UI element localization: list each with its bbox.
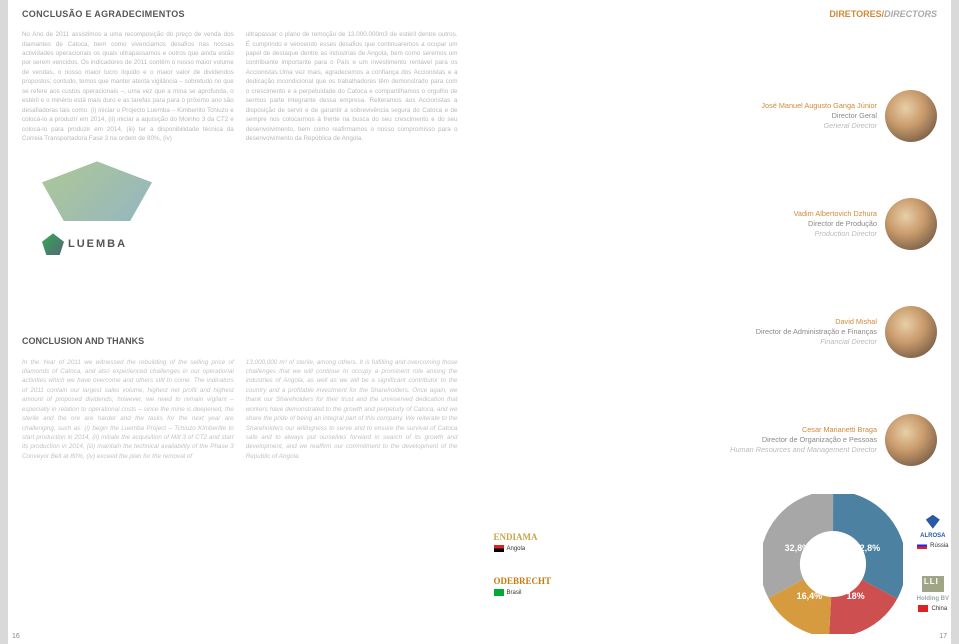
diamond-render-icon: [42, 161, 152, 221]
director-text: David Mishal Director de Administração e…: [756, 317, 877, 347]
director-item: José Manuel Augusto Ganga Júnior Directo…: [502, 90, 938, 142]
flag-angola-icon: [494, 545, 504, 552]
odebrecht-logo-text: ODEBRECHT: [494, 575, 552, 587]
lli-logo-text: Holding BV: [917, 595, 949, 603]
heading-pt: CONCLUSÃO E AGRADECIMENTOS: [22, 8, 458, 20]
country-label: Rússia: [917, 542, 948, 550]
avatar: [885, 414, 937, 466]
donut-segment-label: 16,4%: [797, 590, 823, 602]
avatar: [885, 90, 937, 142]
avatar: [885, 198, 937, 250]
page-number-left: 16: [12, 632, 20, 641]
director-title-en: Human Resources and Management Director: [730, 445, 877, 455]
director-title-pt: Director de Organização e Pessoas: [730, 435, 877, 445]
director-item: Vadim Albertovich Dzhura Director de Pro…: [502, 198, 938, 250]
flag-china-icon: [918, 605, 928, 612]
director-item: Cesar Marianetti Braga Director de Organ…: [502, 414, 938, 466]
heading-directors-pt: DIRETORES/: [829, 9, 884, 19]
director-title-pt: Director Geral: [761, 111, 877, 121]
body-pt: No Ano de 2011 assistimos a uma recompos…: [22, 30, 458, 143]
donut-segment-label: 32,8%: [785, 542, 811, 554]
director-title-pt: Director de Produção: [794, 219, 877, 229]
partners-row: ENDIAMA Angola ODEBRECHT Brasil 32,8%32,…: [494, 494, 950, 634]
body-en: In the Year of 2011 we witnessed the reb…: [22, 358, 458, 462]
luemba-logo: LUEMBA: [42, 233, 127, 255]
flag-russia-icon: [917, 542, 927, 549]
director-title-en: General Director: [761, 121, 877, 131]
ownership-donut-chart: 32,8% 32,8% 18% 16,4%: [763, 494, 903, 634]
director-title-en: Production Director: [794, 229, 877, 239]
directors-list: José Manuel Augusto Ganga Júnior Directo…: [502, 90, 938, 466]
pt-col2: ultrapassar o plano de remoção de 13.000…: [246, 30, 458, 143]
heading-directors-en: DIRECTORS: [884, 9, 937, 19]
director-text: José Manuel Augusto Ganga Júnior Directo…: [761, 101, 877, 131]
director-item: David Mishal Director de Administração e…: [502, 306, 938, 358]
lli-icon: [922, 576, 944, 592]
page-number-right: 17: [939, 632, 947, 641]
country-label: Angola: [494, 545, 526, 553]
avatar: [885, 306, 937, 358]
en-col1: In the Year of 2011 we witnessed the reb…: [22, 358, 234, 462]
director-title-en: Financial Director: [756, 337, 877, 347]
en-col2: 13,000,000 m³ of sterile, among others. …: [246, 358, 458, 462]
donut-svg: [763, 494, 903, 634]
heading-en: CONCLUSION AND THANKS: [22, 335, 458, 347]
director-text: Vadim Albertovich Dzhura Director de Pro…: [794, 209, 877, 239]
country-label: China: [918, 605, 947, 613]
country-label: Brasil: [494, 589, 522, 597]
alrosa-logo-text: ALROSA: [920, 532, 945, 540]
pt-col1: No Ano de 2011 assistimos a uma recompos…: [22, 30, 234, 143]
flag-brazil-icon: [494, 589, 504, 596]
partner-alrosa: ALROSA Rússia: [917, 515, 948, 550]
right-page: DIRETORES/DIRECTORS José Manuel Augusto …: [480, 0, 959, 644]
left-page: CONCLUSÃO E AGRADECIMENTOS No Ano de 201…: [0, 0, 480, 644]
director-name: Cesar Marianetti Braga: [730, 425, 877, 435]
logo-block: LUEMBA: [42, 161, 458, 255]
director-name: David Mishal: [756, 317, 877, 327]
director-name: Vadim Albertovich Dzhura: [794, 209, 877, 219]
partner-odebrecht: ODEBRECHT Brasil: [494, 575, 552, 597]
endiama-logo-text: ENDIAMA: [494, 531, 538, 543]
director-title-pt: Director de Administração e Finanças: [756, 327, 877, 337]
donut-segment-label: 18%: [847, 590, 865, 602]
luemba-icon: [42, 233, 64, 255]
partner-lli: Holding BV China: [917, 576, 949, 613]
partner-endiama: ENDIAMA Angola: [494, 531, 552, 553]
donut-segment-label: 32,8%: [855, 542, 881, 554]
alrosa-icon: [926, 515, 940, 529]
luemba-text: LUEMBA: [68, 237, 127, 252]
heading-directors: DIRETORES/DIRECTORS: [502, 8, 938, 20]
director-text: Cesar Marianetti Braga Director de Organ…: [730, 425, 877, 455]
director-name: José Manuel Augusto Ganga Júnior: [761, 101, 877, 111]
